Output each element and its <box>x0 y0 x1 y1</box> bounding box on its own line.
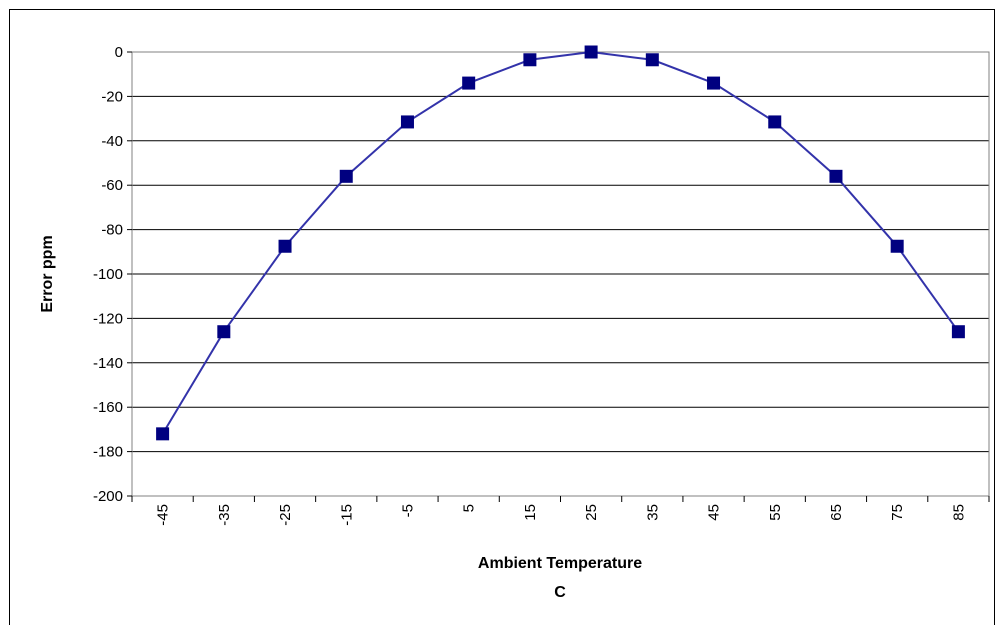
data-point-marker <box>768 115 782 129</box>
x-tick-label: 85 <box>950 504 967 521</box>
x-tick-label: -15 <box>338 504 355 526</box>
x-tick-label: -45 <box>155 504 172 526</box>
data-point-marker <box>584 45 598 59</box>
y-tick-label: -60 <box>101 177 123 194</box>
x-tick-label: 35 <box>644 504 661 521</box>
x-tick-label: 45 <box>706 504 723 521</box>
x-tick-label: 25 <box>583 504 600 521</box>
data-point-marker <box>400 115 414 129</box>
x-tick-label: 75 <box>889 504 906 521</box>
y-tick-label: -180 <box>93 444 123 461</box>
y-tick-label: -120 <box>93 310 123 327</box>
y-tick-label: -160 <box>93 399 123 416</box>
chart-frame <box>9 9 995 630</box>
y-tick-label: -200 <box>93 488 123 505</box>
x-tick-label: -35 <box>216 504 233 526</box>
data-point-marker <box>462 76 476 90</box>
y-tick-label: -140 <box>93 355 123 372</box>
y-tick-label: -100 <box>93 266 123 283</box>
data-point-marker <box>278 239 292 253</box>
x-axis-ticks: -45 -35 -25 -15 -5 5 15 25 35 45 55 65 75 85 <box>131 496 990 526</box>
y-axis-title: Error ppm <box>39 235 56 312</box>
data-point-marker <box>523 53 537 67</box>
x-tick-label: 5 <box>461 504 478 512</box>
x-tick-label: -5 <box>399 504 416 517</box>
y-tick-label: -40 <box>101 133 123 150</box>
data-point-marker <box>156 427 170 441</box>
data-point-marker <box>707 76 721 90</box>
x-axis-title-line1: Ambient Temperature <box>478 555 642 572</box>
y-tick-label: -80 <box>101 222 123 239</box>
data-point-marker <box>217 325 231 339</box>
x-tick-label: 55 <box>767 504 784 521</box>
data-point-marker <box>829 169 843 183</box>
data-point-marker <box>339 169 353 183</box>
y-axis-ticks: 0 -20 -40 -60 -80 -100 -120 -140 -160 -180 -200 <box>93 44 132 505</box>
x-axis-title-line2: C <box>554 584 566 601</box>
series-line <box>161 50 960 435</box>
data-point-marker <box>951 325 965 339</box>
y-tick-label: 0 <box>115 44 123 61</box>
x-tick-label: -25 <box>277 504 294 526</box>
x-tick-label: 65 <box>828 504 845 521</box>
data-point-marker <box>890 239 904 253</box>
y-tick-label: -20 <box>101 88 123 105</box>
data-point-marker <box>645 53 659 67</box>
series-layer <box>156 45 965 441</box>
x-tick-label: 15 <box>522 504 539 521</box>
